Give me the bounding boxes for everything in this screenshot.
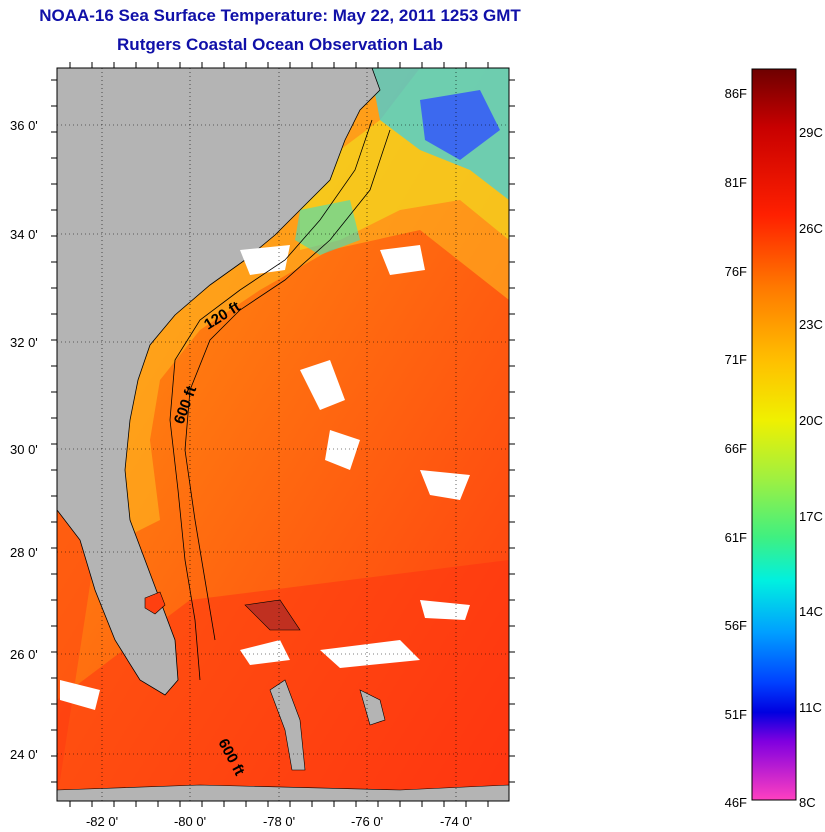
celsius-label: 29C xyxy=(799,125,823,140)
lat-label: 34 0' xyxy=(10,227,38,242)
map-title: NOAA-16 Sea Surface Temperature: May 22,… xyxy=(39,6,521,25)
lon-label: -78 0' xyxy=(263,814,295,829)
map-frame xyxy=(56,67,510,802)
andros-island xyxy=(269,679,306,771)
cape-hatteras-cold xyxy=(295,200,360,255)
lat-label: 32 0' xyxy=(10,335,38,350)
lat-label: 30 0' xyxy=(10,442,38,457)
celsius-scale: 29C 26C 23C 20C 17C 14C 11C 8C xyxy=(799,125,823,810)
axis-ticks xyxy=(51,62,515,807)
lon-label: -80 0' xyxy=(174,814,206,829)
southern-warm-water xyxy=(57,560,509,801)
land-mass xyxy=(57,68,381,696)
celsius-label: 11C xyxy=(799,700,822,715)
lat-label: 28 0' xyxy=(10,545,38,560)
fahrenheit-scale: 86F 81F 76F 71F 66F 61F 56F 51F 46F xyxy=(725,86,747,810)
latitude-labels: 36 0' 34 0' 32 0' 30 0' 28 0' 26 0' 24 0… xyxy=(10,118,38,762)
celsius-label: 8C xyxy=(799,795,816,810)
cuba-coast xyxy=(57,784,509,801)
bahama-bank xyxy=(244,599,301,631)
celsius-label: 20C xyxy=(799,413,823,428)
fahrenheit-label: 76F xyxy=(725,264,747,279)
lat-label: 24 0' xyxy=(10,747,38,762)
lat-label: 26 0' xyxy=(10,647,38,662)
cold-core-patch xyxy=(420,90,500,160)
lat-label: 36 0' xyxy=(10,118,38,133)
celsius-label: 17C xyxy=(799,509,823,524)
celsius-label: 14C xyxy=(799,604,823,619)
lon-label: -74 0' xyxy=(440,814,472,829)
celsius-label: 23C xyxy=(799,317,823,332)
fahrenheit-label: 71F xyxy=(725,352,747,367)
map-grid xyxy=(57,68,509,801)
longitude-labels: -82 0' -80 0' -78 0' -76 0' -74 0' xyxy=(86,814,472,829)
lon-label: -82 0' xyxy=(86,814,118,829)
cloud-patches xyxy=(60,245,470,710)
color-scale-bar xyxy=(751,68,797,801)
contour-600ft xyxy=(184,129,391,641)
fahrenheit-label: 61F xyxy=(725,530,747,545)
lon-label: -76 0' xyxy=(351,814,383,829)
fahrenheit-label: 81F xyxy=(725,175,747,190)
celsius-label: 26C xyxy=(799,221,823,236)
lake-okeechobee xyxy=(144,591,166,615)
contour-120ft xyxy=(169,119,373,681)
fahrenheit-label: 86F xyxy=(725,86,747,101)
eleuthera-island xyxy=(359,689,386,726)
fahrenheit-label: 66F xyxy=(725,441,747,456)
fahrenheit-label: 56F xyxy=(725,618,747,633)
fahrenheit-label: 51F xyxy=(725,707,747,722)
fahrenheit-label: 46F xyxy=(725,795,747,810)
map-subtitle: Rutgers Coastal Ocean Observation Lab xyxy=(117,35,443,54)
